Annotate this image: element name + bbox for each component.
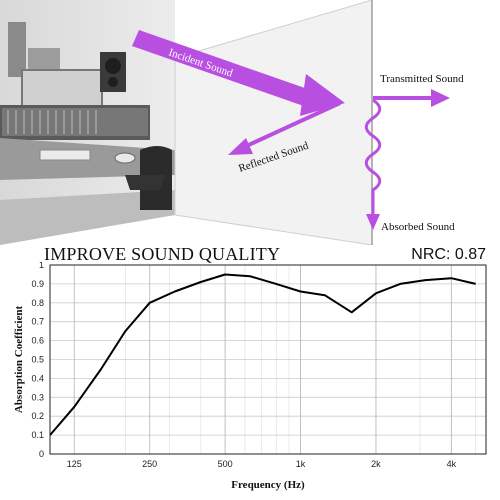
x-tick-label: 250 xyxy=(142,459,157,469)
y-axis-title: Absorption Coefficient xyxy=(13,306,25,414)
x-tick-label: 1k xyxy=(296,459,306,469)
plot-frame xyxy=(49,264,487,455)
x-tick-labels: 125 250 500 1k 2k 4k xyxy=(67,459,457,469)
chart-heading: IMPROVE SOUND QUALITY xyxy=(44,244,281,264)
series-line xyxy=(49,273,476,436)
x-axis-title: Frequency (Hz) xyxy=(231,479,305,491)
absorbed-sound-arrow xyxy=(364,98,382,230)
nrc-value: NRC: 0.87 xyxy=(411,246,486,263)
reflected-sound-arrow xyxy=(228,101,341,155)
transmitted-sound-label: Transmitted Sound xyxy=(380,73,464,85)
studio-photo xyxy=(0,0,175,245)
y-tick-label: 0.1 xyxy=(31,430,44,440)
chart-grid xyxy=(50,264,486,455)
y-tick-label: 0.2 xyxy=(31,411,44,421)
transmitted-sound-arrow xyxy=(373,89,450,107)
y-tick-label: 0.5 xyxy=(31,355,44,365)
sound-reflection-diagram: Incident Sound Reflected Sound Transmitt… xyxy=(0,0,464,245)
y-tick-label: 0.6 xyxy=(31,336,44,346)
absorption-chart: 00.10.20.30.40.50.60.70.80.91 125 250 500 1… xyxy=(13,262,487,491)
x-tick-label: 500 xyxy=(218,459,233,469)
y-tick-label: 0.7 xyxy=(31,317,44,327)
x-tick-label: 4k xyxy=(447,459,457,469)
y-tick-label: 0.9 xyxy=(31,279,44,289)
y-tick-label: 0 xyxy=(39,449,44,459)
x-tick-label: 2k xyxy=(371,459,381,469)
y-tick-labels: 0 0.1 0.2 0.3 0.4 0.5 0.6 0.7 0.8 0.9 1 xyxy=(31,262,44,459)
y-tick-label: 0.4 xyxy=(31,373,44,383)
y-tick-label: 0.3 xyxy=(31,392,44,402)
series-lines xyxy=(49,273,476,436)
acoustic-panel xyxy=(174,0,373,245)
y-tick-label: 0.8 xyxy=(31,298,44,308)
absorbed-sound-label: Absorbed Sound xyxy=(381,221,455,233)
x-tick-label: 125 xyxy=(67,459,82,469)
y-tick-label: 1 xyxy=(39,262,44,270)
